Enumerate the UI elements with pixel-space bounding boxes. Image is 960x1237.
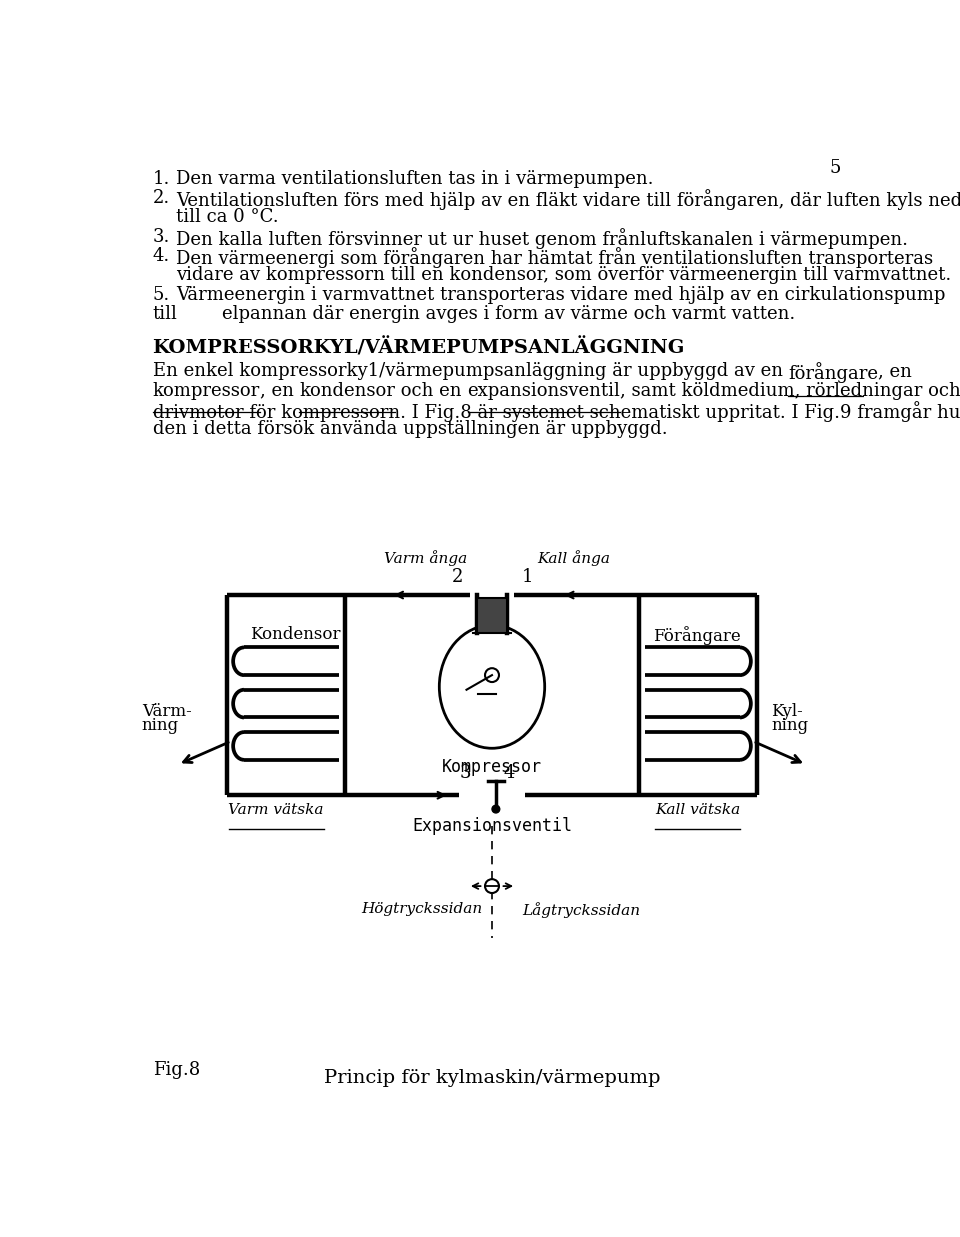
Text: Varm vätska: Varm vätska [228, 803, 324, 816]
Text: 4: 4 [504, 764, 515, 782]
Text: Expansionsventil: Expansionsventil [412, 816, 572, 835]
Text: Kall vätska: Kall vätska [655, 803, 740, 816]
Text: Kompressor: Kompressor [442, 757, 542, 776]
Text: Kondensor: Kondensor [251, 626, 341, 643]
Text: Princip för kylmaskin/värmepump: Princip för kylmaskin/värmepump [324, 1069, 660, 1087]
Text: 5.: 5. [153, 286, 170, 303]
Text: En enkel kompressorky1/värmepumpsanläggning är uppbyggd av en: En enkel kompressorky1/värmepumpsanläggn… [153, 362, 788, 381]
Text: Lågtryckssidan: Lågtryckssidan [522, 902, 640, 918]
Text: till ca 0 °C.: till ca 0 °C. [176, 209, 278, 226]
Text: 2: 2 [452, 568, 463, 586]
Text: Den varma ventilationsluften tas in i värmepumpen.: Den varma ventilationsluften tas in i vä… [176, 169, 654, 188]
Text: , samt köldmedium, rörledningar och: , samt köldmedium, rörledningar och [620, 382, 960, 400]
Text: , en: , en [878, 362, 912, 381]
Circle shape [485, 880, 499, 893]
Text: 4.: 4. [153, 247, 170, 265]
Text: och en: och en [396, 382, 468, 400]
Text: Kall ånga: Kall ånga [537, 550, 610, 565]
Text: 3: 3 [460, 764, 471, 782]
Text: Den kalla luften försvinner ut ur huset genom frånluftskanalen i värmepumpen.: Den kalla luften försvinner ut ur huset … [176, 228, 908, 249]
Text: ning: ning [142, 716, 179, 734]
Text: den i detta försök använda uppställningen är uppbyggd.: den i detta försök använda uppställninge… [153, 421, 667, 438]
Text: Den värmeenergi som förångaren har hämtat från ventilationsluften transporteras: Den värmeenergi som förångaren har hämta… [176, 247, 933, 268]
Bar [477, 599, 507, 633]
Text: Värmeenergin i varmvattnet transporteras vidare med hjälp av en cirkulationspump: Värmeenergin i varmvattnet transporteras… [176, 286, 946, 303]
Text: till: till [153, 304, 178, 323]
Text: expansionsventil: expansionsventil [468, 382, 620, 400]
Text: Värm-: Värm- [142, 703, 191, 720]
Text: 1.: 1. [153, 169, 170, 188]
Text: , en: , en [260, 382, 300, 400]
Text: 5: 5 [829, 160, 841, 177]
Text: KOMPRESSORKYL/VÄRMEPUMPSANLÄGGNING: KOMPRESSORKYL/VÄRMEPUMPSANLÄGGNING [153, 338, 684, 357]
Text: Kyl-: Kyl- [771, 703, 803, 720]
Text: elpannan där energin avges i form av värme och varmt vatten.: elpannan där energin avges i form av vär… [176, 304, 795, 323]
Text: Högtryckssidan: Högtryckssidan [362, 902, 483, 917]
Text: kondensor: kondensor [300, 382, 396, 400]
Circle shape [492, 805, 500, 813]
Circle shape [485, 668, 499, 682]
Text: 1: 1 [521, 568, 533, 586]
Text: Varm ånga: Varm ånga [383, 550, 467, 565]
FancyBboxPatch shape [645, 732, 740, 760]
Text: 3.: 3. [153, 228, 170, 246]
FancyBboxPatch shape [233, 690, 339, 716]
Text: Ventilationsluften förs med hjälp av en fläkt vidare till förångaren, där luften: Ventilationsluften förs med hjälp av en … [176, 189, 960, 210]
Ellipse shape [440, 625, 544, 748]
Text: Förångare: Förångare [653, 626, 741, 644]
Text: ning: ning [771, 716, 808, 734]
FancyBboxPatch shape [233, 648, 339, 674]
FancyBboxPatch shape [233, 732, 339, 760]
Text: förångare: förångare [788, 362, 878, 383]
Text: 2.: 2. [153, 189, 170, 208]
Text: vidare av kompressorn till en kondensor, som överför värmeenergin till varmvattn: vidare av kompressorn till en kondensor,… [176, 266, 951, 285]
Text: drivmotor för kompressorn. I Fig.8 är systemet schematiskt uppritat. I Fig.9 fra: drivmotor för kompressorn. I Fig.8 är sy… [153, 401, 960, 422]
FancyBboxPatch shape [645, 690, 740, 716]
Text: Fig.8: Fig.8 [153, 1061, 200, 1079]
FancyBboxPatch shape [645, 648, 740, 674]
Text: kompressor: kompressor [153, 382, 260, 400]
